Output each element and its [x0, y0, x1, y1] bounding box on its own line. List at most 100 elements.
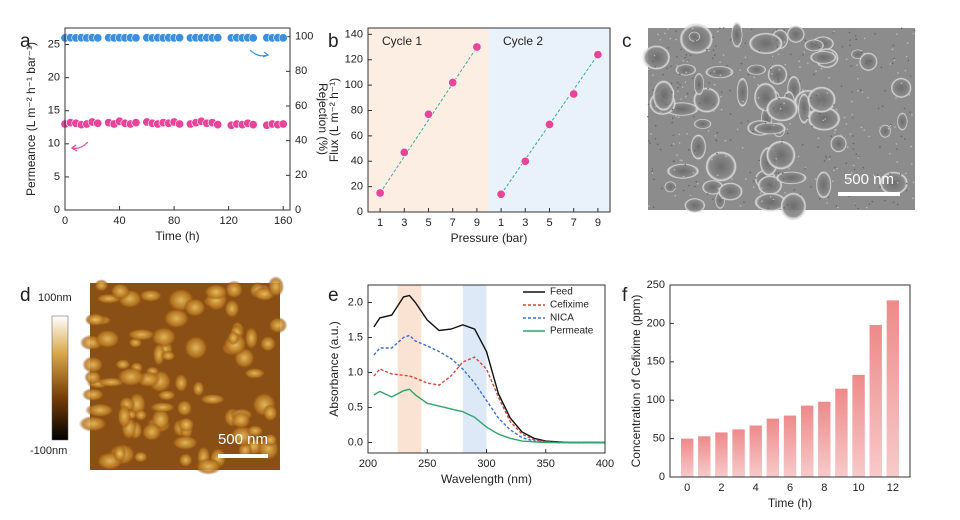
speck	[758, 49, 761, 52]
speck	[824, 118, 826, 120]
point	[399, 147, 409, 157]
speck	[782, 172, 784, 175]
speck	[900, 135, 903, 138]
speck	[769, 69, 772, 71]
speck	[649, 103, 651, 105]
y-axis-label: Flux (L m⁻² h⁻¹)	[327, 78, 341, 162]
speck	[889, 172, 891, 175]
speck	[742, 100, 744, 103]
speck	[722, 27, 725, 29]
panel: e 0.0 0.5 1.0 1.5 2.0 200 250 300 350 400 Wavelengt…	[327, 284, 614, 486]
speck	[684, 164, 687, 166]
grain	[879, 124, 892, 138]
grain	[94, 328, 121, 349]
speck	[833, 131, 836, 134]
speck	[674, 194, 677, 197]
speck	[729, 139, 732, 141]
speck	[852, 148, 855, 150]
grain	[674, 63, 697, 76]
speck	[651, 167, 654, 170]
speck	[799, 193, 802, 196]
speck	[677, 107, 680, 110]
speck	[712, 36, 714, 39]
panel-label: e	[328, 285, 339, 306]
speck	[647, 64, 650, 66]
speck	[691, 27, 694, 30]
speck	[686, 92, 689, 95]
speck	[910, 145, 912, 148]
point	[472, 42, 482, 52]
speck	[686, 132, 688, 135]
speck	[905, 55, 908, 58]
y-tick-label: 10	[48, 138, 60, 150]
grain	[243, 367, 266, 380]
speck	[899, 173, 902, 175]
speck	[818, 112, 821, 115]
speck	[759, 192, 762, 194]
speck	[857, 207, 860, 210]
speck	[847, 179, 850, 181]
speck	[682, 60, 685, 62]
speck	[713, 110, 715, 112]
speck	[720, 91, 723, 93]
speck	[784, 191, 786, 194]
speck	[843, 116, 846, 119]
speck	[785, 93, 788, 96]
bar-shade	[698, 436, 711, 477]
speck	[676, 64, 678, 67]
speck	[786, 128, 789, 131]
y-tick-label: 60	[351, 130, 363, 142]
speck	[715, 45, 717, 47]
speck	[726, 64, 728, 67]
speck	[652, 60, 654, 63]
grain	[717, 182, 744, 201]
speck	[712, 103, 715, 105]
speck	[673, 160, 675, 162]
bar-shade	[680, 438, 694, 477]
grain	[780, 192, 807, 221]
speck	[900, 27, 903, 30]
speck	[824, 171, 826, 173]
speck	[670, 82, 673, 85]
speck	[772, 80, 775, 82]
grain	[78, 415, 108, 432]
speck	[720, 95, 722, 98]
y-tick-label: 250	[647, 279, 665, 291]
speck	[680, 48, 682, 51]
y2-axis-label: Rejection (%)	[316, 83, 330, 155]
speck	[684, 81, 687, 83]
speck	[707, 87, 709, 90]
speck	[827, 196, 830, 198]
grain	[775, 171, 808, 185]
speck	[681, 86, 684, 89]
speck	[688, 149, 690, 151]
speck	[903, 138, 906, 140]
speck	[729, 71, 732, 73]
bar-shade	[852, 374, 865, 477]
speck	[767, 97, 770, 100]
speck	[896, 181, 899, 184]
speck	[651, 172, 654, 174]
speck	[676, 81, 679, 84]
speck	[647, 103, 650, 106]
speck	[761, 200, 763, 203]
speck	[716, 174, 719, 177]
x-axis-label: Wavelength (nm)	[441, 472, 532, 486]
speck	[736, 128, 739, 131]
y2-tick-label: 0	[295, 204, 301, 216]
speck	[677, 86, 679, 89]
speck	[840, 134, 843, 136]
speck	[713, 54, 716, 56]
speck	[647, 115, 649, 118]
point	[278, 33, 288, 43]
x-axis-label: Time (h)	[155, 229, 199, 243]
plot-frame	[669, 284, 911, 478]
speck	[817, 137, 820, 140]
speck	[671, 108, 674, 111]
speck	[653, 54, 656, 57]
speck	[775, 28, 778, 31]
speck	[815, 70, 817, 72]
speck	[811, 125, 813, 128]
speck	[783, 207, 785, 209]
